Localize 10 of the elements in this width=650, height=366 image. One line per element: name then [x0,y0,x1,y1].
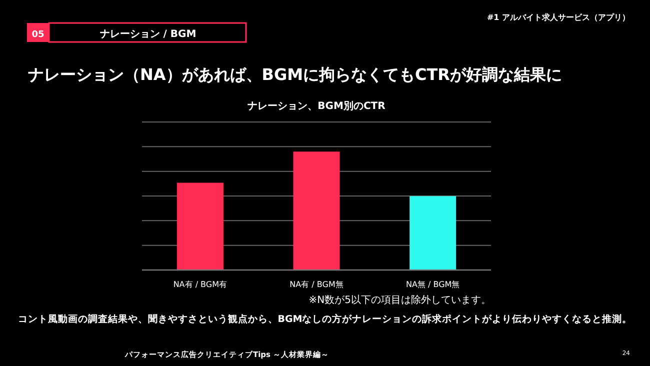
category: NA無 / BGM無 [406,280,460,289]
note: ※N数が5以下の項目は除外しています。 [308,295,491,306]
section-number: 05 [32,30,44,40]
category: NA有 / BGM無 [290,280,344,289]
chart-title: ナレーション、BGM別のCTR [248,101,386,112]
conclusion: コント風動画の調査結果や、聞きやすさという観点から、BGMなしの方がナレーションの訴求ポイントがより伝わりやすくなると推測。 [18,314,632,325]
headline: ナレーション（NA）があれば、BGMに拘らなくてもCTRが好調な結果に [28,65,562,84]
tag: #1 アルバイト求人サービス（アプリ） [486,13,630,22]
section-title: ナレーション / BGM [100,29,196,40]
category: NA有 / BGM有 [173,280,227,289]
